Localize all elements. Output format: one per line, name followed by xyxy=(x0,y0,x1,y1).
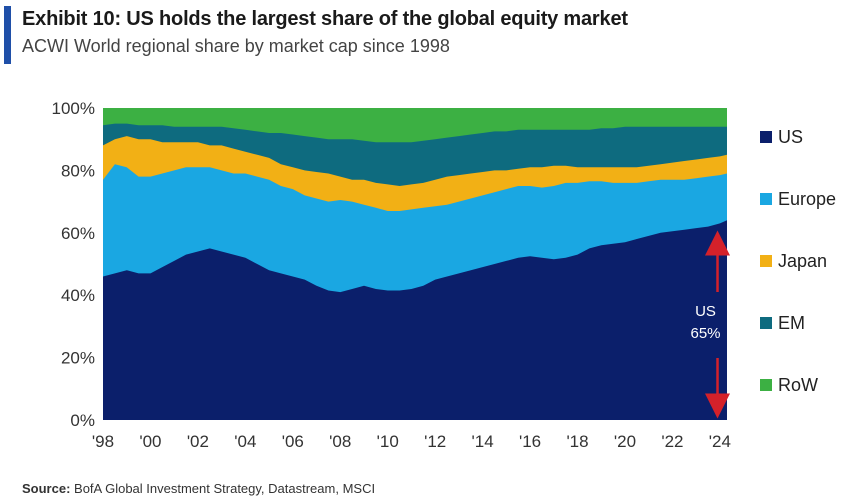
x-tick-label: '18 xyxy=(566,432,588,451)
area-us xyxy=(103,220,727,420)
legend-swatch-row xyxy=(760,379,772,391)
x-tick-label: '22 xyxy=(661,432,683,451)
annotation-label: US xyxy=(695,303,716,320)
x-axis: '98 '00 '02 '04 '06 '08 '10 '12 '14 '16 '18 '20 '22 '… xyxy=(92,432,731,451)
source-note: Source: BofA Global Investment Strategy,… xyxy=(22,481,375,496)
legend-label-japan: Japan xyxy=(778,251,827,271)
y-tick-label: 80% xyxy=(61,161,95,180)
x-tick-label: '12 xyxy=(424,432,446,451)
legend-swatch-japan xyxy=(760,255,772,267)
legend-label-us: US xyxy=(778,127,803,147)
source-text: BofA Global Investment Strategy, Datastr… xyxy=(70,481,376,496)
x-tick-label: '16 xyxy=(519,432,541,451)
legend-swatch-em xyxy=(760,317,772,329)
x-tick-label: '98 xyxy=(92,432,114,451)
y-tick-label: 0% xyxy=(70,411,95,430)
x-tick-label: '24 xyxy=(709,432,731,451)
annotation-value: 65% xyxy=(690,325,720,342)
x-tick-label: '06 xyxy=(282,432,304,451)
y-tick-label: 20% xyxy=(61,349,95,368)
legend-label-em: EM xyxy=(778,313,805,333)
stacked-area-chart: 0% 20% 40% 60% 80% 100% '98 '00 '02 '04 '06 '08 '10… xyxy=(52,99,837,451)
source-label: Source: xyxy=(22,481,71,496)
chart-title: Exhibit 10: US holds the largest share o… xyxy=(22,8,628,30)
y-tick-label: 100% xyxy=(52,99,95,118)
title-accent-bar xyxy=(4,6,11,64)
legend-swatch-us xyxy=(760,131,772,143)
legend-label-europe: Europe xyxy=(778,189,836,209)
x-tick-label: '04 xyxy=(234,432,256,451)
x-tick-label: '08 xyxy=(329,432,351,451)
x-tick-label: '14 xyxy=(472,432,494,451)
legend: US Europe Japan EM RoW xyxy=(760,127,836,395)
x-tick-label: '10 xyxy=(377,432,399,451)
y-tick-label: 40% xyxy=(61,286,95,305)
y-axis: 0% 20% 40% 60% 80% 100% xyxy=(52,99,95,430)
area-series-group xyxy=(103,108,727,420)
us-share-annotation: US 65% xyxy=(690,230,731,419)
chart-subtitle: ACWI World regional share by market cap … xyxy=(22,36,450,56)
y-tick-label: 60% xyxy=(61,224,95,243)
legend-label-row: RoW xyxy=(778,375,818,395)
x-tick-label: '20 xyxy=(614,432,636,451)
x-tick-label: '00 xyxy=(139,432,161,451)
x-tick-label: '02 xyxy=(187,432,209,451)
legend-swatch-europe xyxy=(760,193,772,205)
